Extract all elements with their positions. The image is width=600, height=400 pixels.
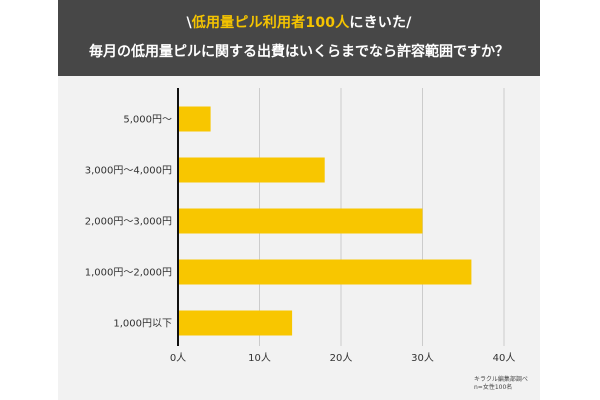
x-tick-label-2: 20人: [330, 352, 353, 364]
category-label-4: 1,000円以下: [113, 319, 172, 330]
title-suffix: にきいた/: [349, 15, 412, 31]
category-label-3: 1,000円〜2,000円: [85, 268, 172, 279]
title-highlight: 低用量ピル利用者100人: [191, 15, 350, 31]
bar-chart: 5,000円〜 3,000円〜4,000円 2,000円〜3,000円 1,000円〜…: [85, 88, 516, 364]
bar-0: [178, 106, 211, 132]
category-label-2: 2,000円〜3,000円: [85, 217, 172, 228]
x-tick-label-3: 30人: [411, 352, 434, 364]
x-tick-label-4: 40人: [493, 352, 516, 364]
category-label-1: 3,000円〜4,000円: [85, 166, 172, 177]
bar-4: [178, 310, 293, 336]
source-line1: キラクル編集部調べ: [474, 376, 528, 383]
chart-title-line1: \低用量ピル利用者100人にきいた/: [58, 12, 540, 32]
category-label-0: 5,000円〜: [123, 115, 172, 126]
chart-title-line2: 毎月の低用量ピルに関する出費はいくらまでなら許容範囲ですか？: [89, 44, 509, 60]
source-note: キラクル編集部調べ n=女性100名: [474, 376, 528, 392]
x-tick-label-1: 10人: [248, 352, 271, 364]
bar-2: [178, 208, 423, 234]
bar-3: [178, 259, 472, 285]
title-prefix: \: [186, 15, 192, 31]
source-line2: n=女性100名: [474, 384, 513, 391]
chart-header: \低用量ピル利用者100人にきいた/ 毎月の低用量ピルに関する出費はいくらまでな…: [58, 0, 540, 76]
chart-panel: 5,000円〜 3,000円〜4,000円 2,000円〜3,000円 1,000円〜…: [58, 76, 540, 400]
x-tick-label-0: 0人: [170, 352, 186, 364]
bar-1: [178, 157, 325, 183]
